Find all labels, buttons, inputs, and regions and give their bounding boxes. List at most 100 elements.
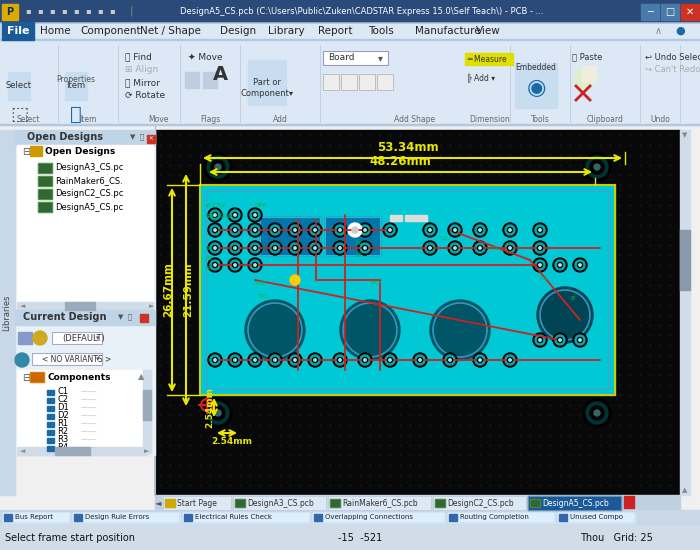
Bar [0, 40, 700, 125]
Circle shape [430, 300, 490, 360]
Bar [38, 189, 52, 199]
Text: ⓘ: ⓘ [70, 104, 82, 124]
Circle shape [579, 264, 581, 266]
Circle shape [445, 355, 455, 365]
Circle shape [509, 359, 511, 361]
Circle shape [272, 358, 277, 362]
Circle shape [232, 262, 237, 267]
Bar [15, 130, 155, 310]
Circle shape [245, 300, 305, 360]
Circle shape [293, 245, 297, 250]
Circle shape [204, 399, 232, 427]
Circle shape [339, 359, 341, 361]
Bar [390, 215, 402, 221]
Text: ◄: ◄ [20, 448, 25, 454]
Circle shape [415, 355, 425, 365]
Circle shape [533, 333, 547, 347]
Bar [415, 215, 427, 221]
Text: ─────: ───── [80, 389, 97, 394]
Circle shape [539, 247, 541, 249]
Bar [200, 185, 615, 395]
Circle shape [308, 223, 322, 237]
Bar [0, 22, 700, 40]
Circle shape [508, 228, 512, 233]
Circle shape [234, 247, 236, 249]
Circle shape [213, 245, 218, 250]
Circle shape [333, 223, 347, 237]
Circle shape [449, 359, 452, 361]
Circle shape [477, 228, 482, 233]
Text: ▪: ▪ [61, 7, 66, 15]
Bar [47, 438, 54, 443]
Circle shape [429, 247, 431, 249]
Circle shape [452, 245, 458, 250]
Circle shape [268, 353, 282, 367]
Circle shape [473, 353, 487, 367]
Bar [17, 447, 147, 455]
Circle shape [314, 359, 316, 361]
Bar [72, 512, 180, 523]
Circle shape [538, 338, 542, 343]
Bar [143, 390, 151, 420]
Circle shape [15, 353, 29, 367]
Circle shape [211, 406, 225, 420]
Circle shape [417, 358, 423, 362]
Text: ⬚: ⬚ [10, 104, 28, 124]
Bar [47, 422, 54, 427]
Circle shape [360, 355, 370, 365]
Circle shape [294, 229, 296, 231]
Bar [47, 446, 54, 451]
Bar [341, 74, 357, 90]
Circle shape [213, 228, 218, 233]
Circle shape [450, 225, 460, 235]
Bar [182, 512, 310, 523]
Text: ◄: ◄ [155, 498, 161, 508]
Text: Board: Board [328, 53, 354, 63]
Bar [530, 499, 540, 507]
Bar [30, 146, 42, 156]
Circle shape [578, 262, 582, 267]
Text: Item: Item [79, 116, 97, 124]
Circle shape [538, 245, 542, 250]
Bar [323, 74, 339, 90]
Circle shape [557, 262, 563, 267]
Bar [8, 72, 30, 100]
Bar [206, 191, 609, 389]
Circle shape [294, 359, 296, 361]
Bar [681, 4, 699, 20]
Circle shape [228, 223, 242, 237]
Text: C2: C2 [440, 236, 449, 241]
Bar [575, 70, 591, 88]
Text: ▾: ▾ [96, 335, 99, 341]
Bar [32, 353, 102, 365]
Text: Manufacture: Manufacture [415, 26, 481, 36]
Bar [330, 499, 340, 507]
Bar [435, 499, 445, 507]
Text: Clipboard: Clipboard [587, 116, 624, 124]
Circle shape [454, 229, 456, 231]
Circle shape [254, 264, 256, 266]
Circle shape [288, 241, 302, 255]
Circle shape [208, 258, 222, 272]
Bar [641, 4, 659, 20]
Text: ∧: ∧ [655, 26, 662, 36]
Text: ↪ Can't Redo: ↪ Can't Redo [645, 65, 700, 74]
Bar [2, 512, 70, 523]
Bar [325, 217, 380, 255]
Circle shape [586, 402, 608, 424]
Circle shape [310, 243, 320, 253]
Circle shape [586, 156, 608, 178]
Text: ⟳ Rotate: ⟳ Rotate [125, 91, 165, 101]
Circle shape [583, 153, 611, 181]
Bar [235, 499, 245, 507]
Circle shape [473, 241, 487, 255]
Circle shape [253, 228, 258, 233]
Circle shape [268, 241, 282, 255]
Circle shape [473, 223, 487, 237]
Bar [405, 215, 417, 221]
Bar [680, 130, 690, 495]
Circle shape [337, 358, 342, 362]
Circle shape [594, 164, 600, 170]
Bar [359, 74, 375, 90]
Circle shape [210, 225, 220, 235]
